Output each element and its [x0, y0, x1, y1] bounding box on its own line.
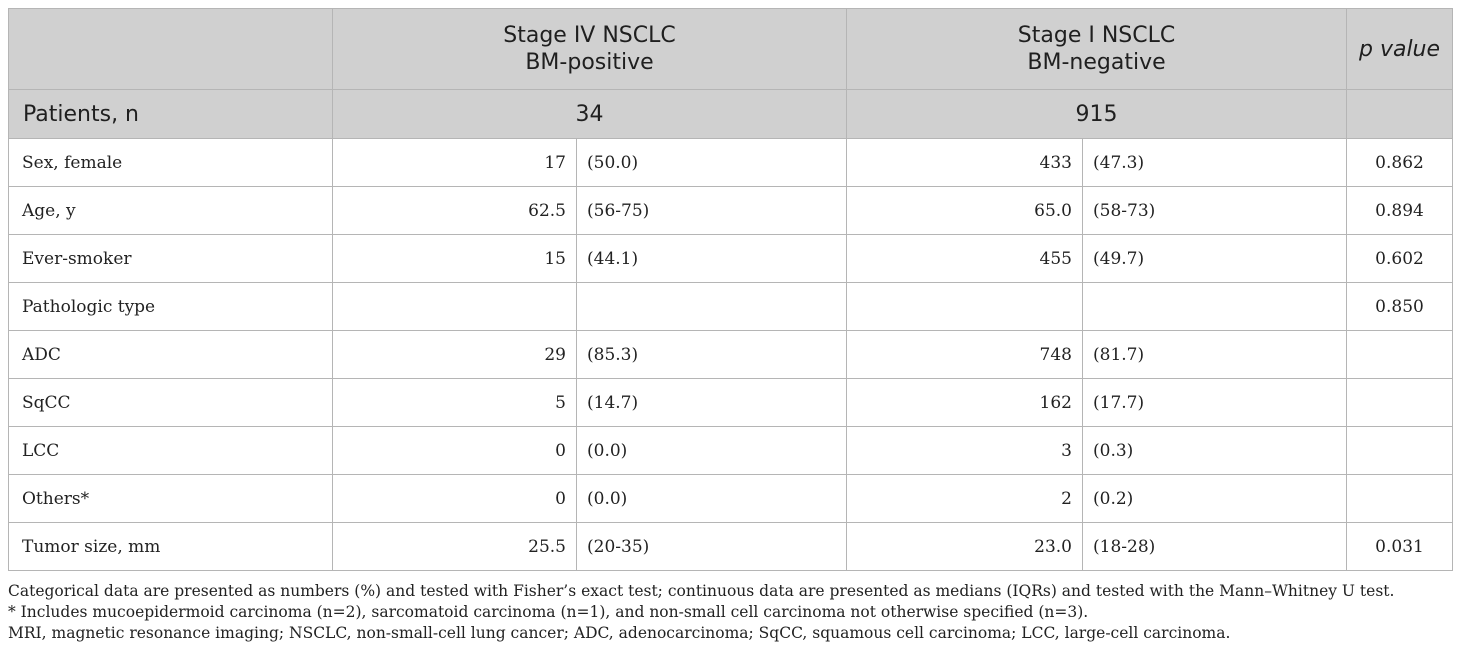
footnote-2: * Includes mucoepidermoid carcinoma (n=2…	[8, 603, 1089, 621]
pvalue-cell: 0.602	[1346, 234, 1454, 283]
group2-value: 748	[846, 330, 1083, 379]
group2-value: 65.0	[846, 186, 1083, 235]
pvalue-header: p value	[1346, 8, 1454, 90]
footnote-3: MRI, magnetic resonance imaging; NSCLC, …	[8, 624, 1231, 642]
group1-percent: (0.0)	[576, 474, 847, 523]
row-label: Age, y	[8, 186, 333, 235]
group2-value: 433	[846, 138, 1083, 187]
footnote-1: Categorical data are presented as number…	[8, 582, 1395, 600]
group1-percent: (0.0)	[576, 426, 847, 475]
group2-header-line2: BM-negative	[1027, 50, 1166, 75]
group1-value: 62.5	[332, 186, 577, 235]
row-label: Pathologic type	[8, 282, 333, 331]
group2-percent: (58-73)	[1081, 186, 1348, 235]
table-row: Tumor size, mm 25.5 (20-35) 23.0 (18-28) 0.03…	[8, 522, 1454, 571]
row-label: Others*	[8, 474, 333, 523]
table-row: Ever-smoker 15 (44.1) 455 (49.7) 0.602	[8, 234, 1454, 283]
group2-header-line1: Stage I NSCLC	[1017, 23, 1176, 48]
comparison-table: Stage IV NSCLC BM-positive Stage I NSCLC…	[8, 8, 1454, 571]
header-row: Stage IV NSCLC BM-positive Stage I NSCLC…	[8, 8, 1454, 90]
header-empty-cell	[8, 8, 333, 90]
group2-percent: (0.3)	[1081, 426, 1348, 475]
table-row: Others* 0 (0.0) 2 (0.2)	[8, 474, 1454, 523]
group1-percent: (14.7)	[576, 378, 847, 427]
group1-value: 0	[332, 426, 577, 475]
footnotes: Categorical data are presented as number…	[8, 581, 1452, 644]
group2-percent: (49.7)	[1081, 234, 1348, 283]
pvalue-cell: 0.894	[1346, 186, 1454, 235]
row-label: SqCC	[8, 378, 333, 427]
group1-header: Stage IV NSCLC BM-positive	[332, 8, 847, 90]
group2-percent: (81.7)	[1081, 330, 1348, 379]
group1-value: 29	[332, 330, 577, 379]
group1-percent: (85.3)	[576, 330, 847, 379]
pvalue-cell	[1346, 474, 1454, 523]
group2-percent: (47.3)	[1081, 138, 1348, 187]
row-label: Ever-smoker	[8, 234, 333, 283]
group2-value: 455	[846, 234, 1083, 283]
group2-value: 162	[846, 378, 1083, 427]
patients-group1: 34	[332, 89, 847, 139]
group2-value	[846, 282, 1083, 331]
group1-percent: (44.1)	[576, 234, 847, 283]
pvalue-cell	[1346, 330, 1454, 379]
group2-header: Stage I NSCLC BM-negative	[845, 8, 1348, 90]
table-row: Age, y 62.5 (56-75) 65.0 (58-73) 0.894	[8, 186, 1454, 235]
patients-group2: 915	[845, 89, 1348, 139]
group2-percent: (0.2)	[1081, 474, 1348, 523]
table-row: Sex, female 17 (50.0) 433 (47.3) 0.862	[8, 138, 1454, 187]
group2-percent	[1081, 282, 1348, 331]
pvalue-cell: 0.850	[1346, 282, 1454, 331]
group1-percent: (50.0)	[576, 138, 847, 187]
table-row: LCC 0 (0.0) 3 (0.3)	[8, 426, 1454, 475]
group2-percent: (17.7)	[1081, 378, 1348, 427]
pvalue-cell	[1346, 426, 1454, 475]
patients-pvalue-empty	[1346, 89, 1454, 139]
table-row: Pathologic type 0.850	[8, 282, 1454, 331]
pvalue-cell: 0.862	[1346, 138, 1454, 187]
group1-value	[332, 282, 577, 331]
group2-value: 2	[846, 474, 1083, 523]
group1-value: 0	[332, 474, 577, 523]
row-label: Tumor size, mm	[8, 522, 333, 571]
row-label: LCC	[8, 426, 333, 475]
group2-percent: (18-28)	[1081, 522, 1348, 571]
group2-value: 3	[846, 426, 1083, 475]
pvalue-cell: 0.031	[1346, 522, 1454, 571]
group2-value: 23.0	[846, 522, 1083, 571]
table-figure: Stage IV NSCLC BM-positive Stage I NSCLC…	[8, 8, 1454, 644]
group1-percent: (20-35)	[576, 522, 847, 571]
group1-value: 5	[332, 378, 577, 427]
group1-header-line2: BM-positive	[525, 50, 654, 75]
table-row: ADC 29 (85.3) 748 (81.7)	[8, 330, 1454, 379]
group1-value: 15	[332, 234, 577, 283]
row-label: ADC	[8, 330, 333, 379]
group1-value: 25.5	[332, 522, 577, 571]
pvalue-cell	[1346, 378, 1454, 427]
row-label: Sex, female	[8, 138, 333, 187]
patients-label: Patients, n	[8, 89, 333, 139]
table-row: SqCC 5 (14.7) 162 (17.7)	[8, 378, 1454, 427]
group1-value: 17	[332, 138, 577, 187]
group1-header-line1: Stage IV NSCLC	[503, 23, 676, 48]
group1-percent	[576, 282, 847, 331]
patients-row: Patients, n 34 915	[8, 89, 1454, 139]
group1-percent: (56-75)	[576, 186, 847, 235]
